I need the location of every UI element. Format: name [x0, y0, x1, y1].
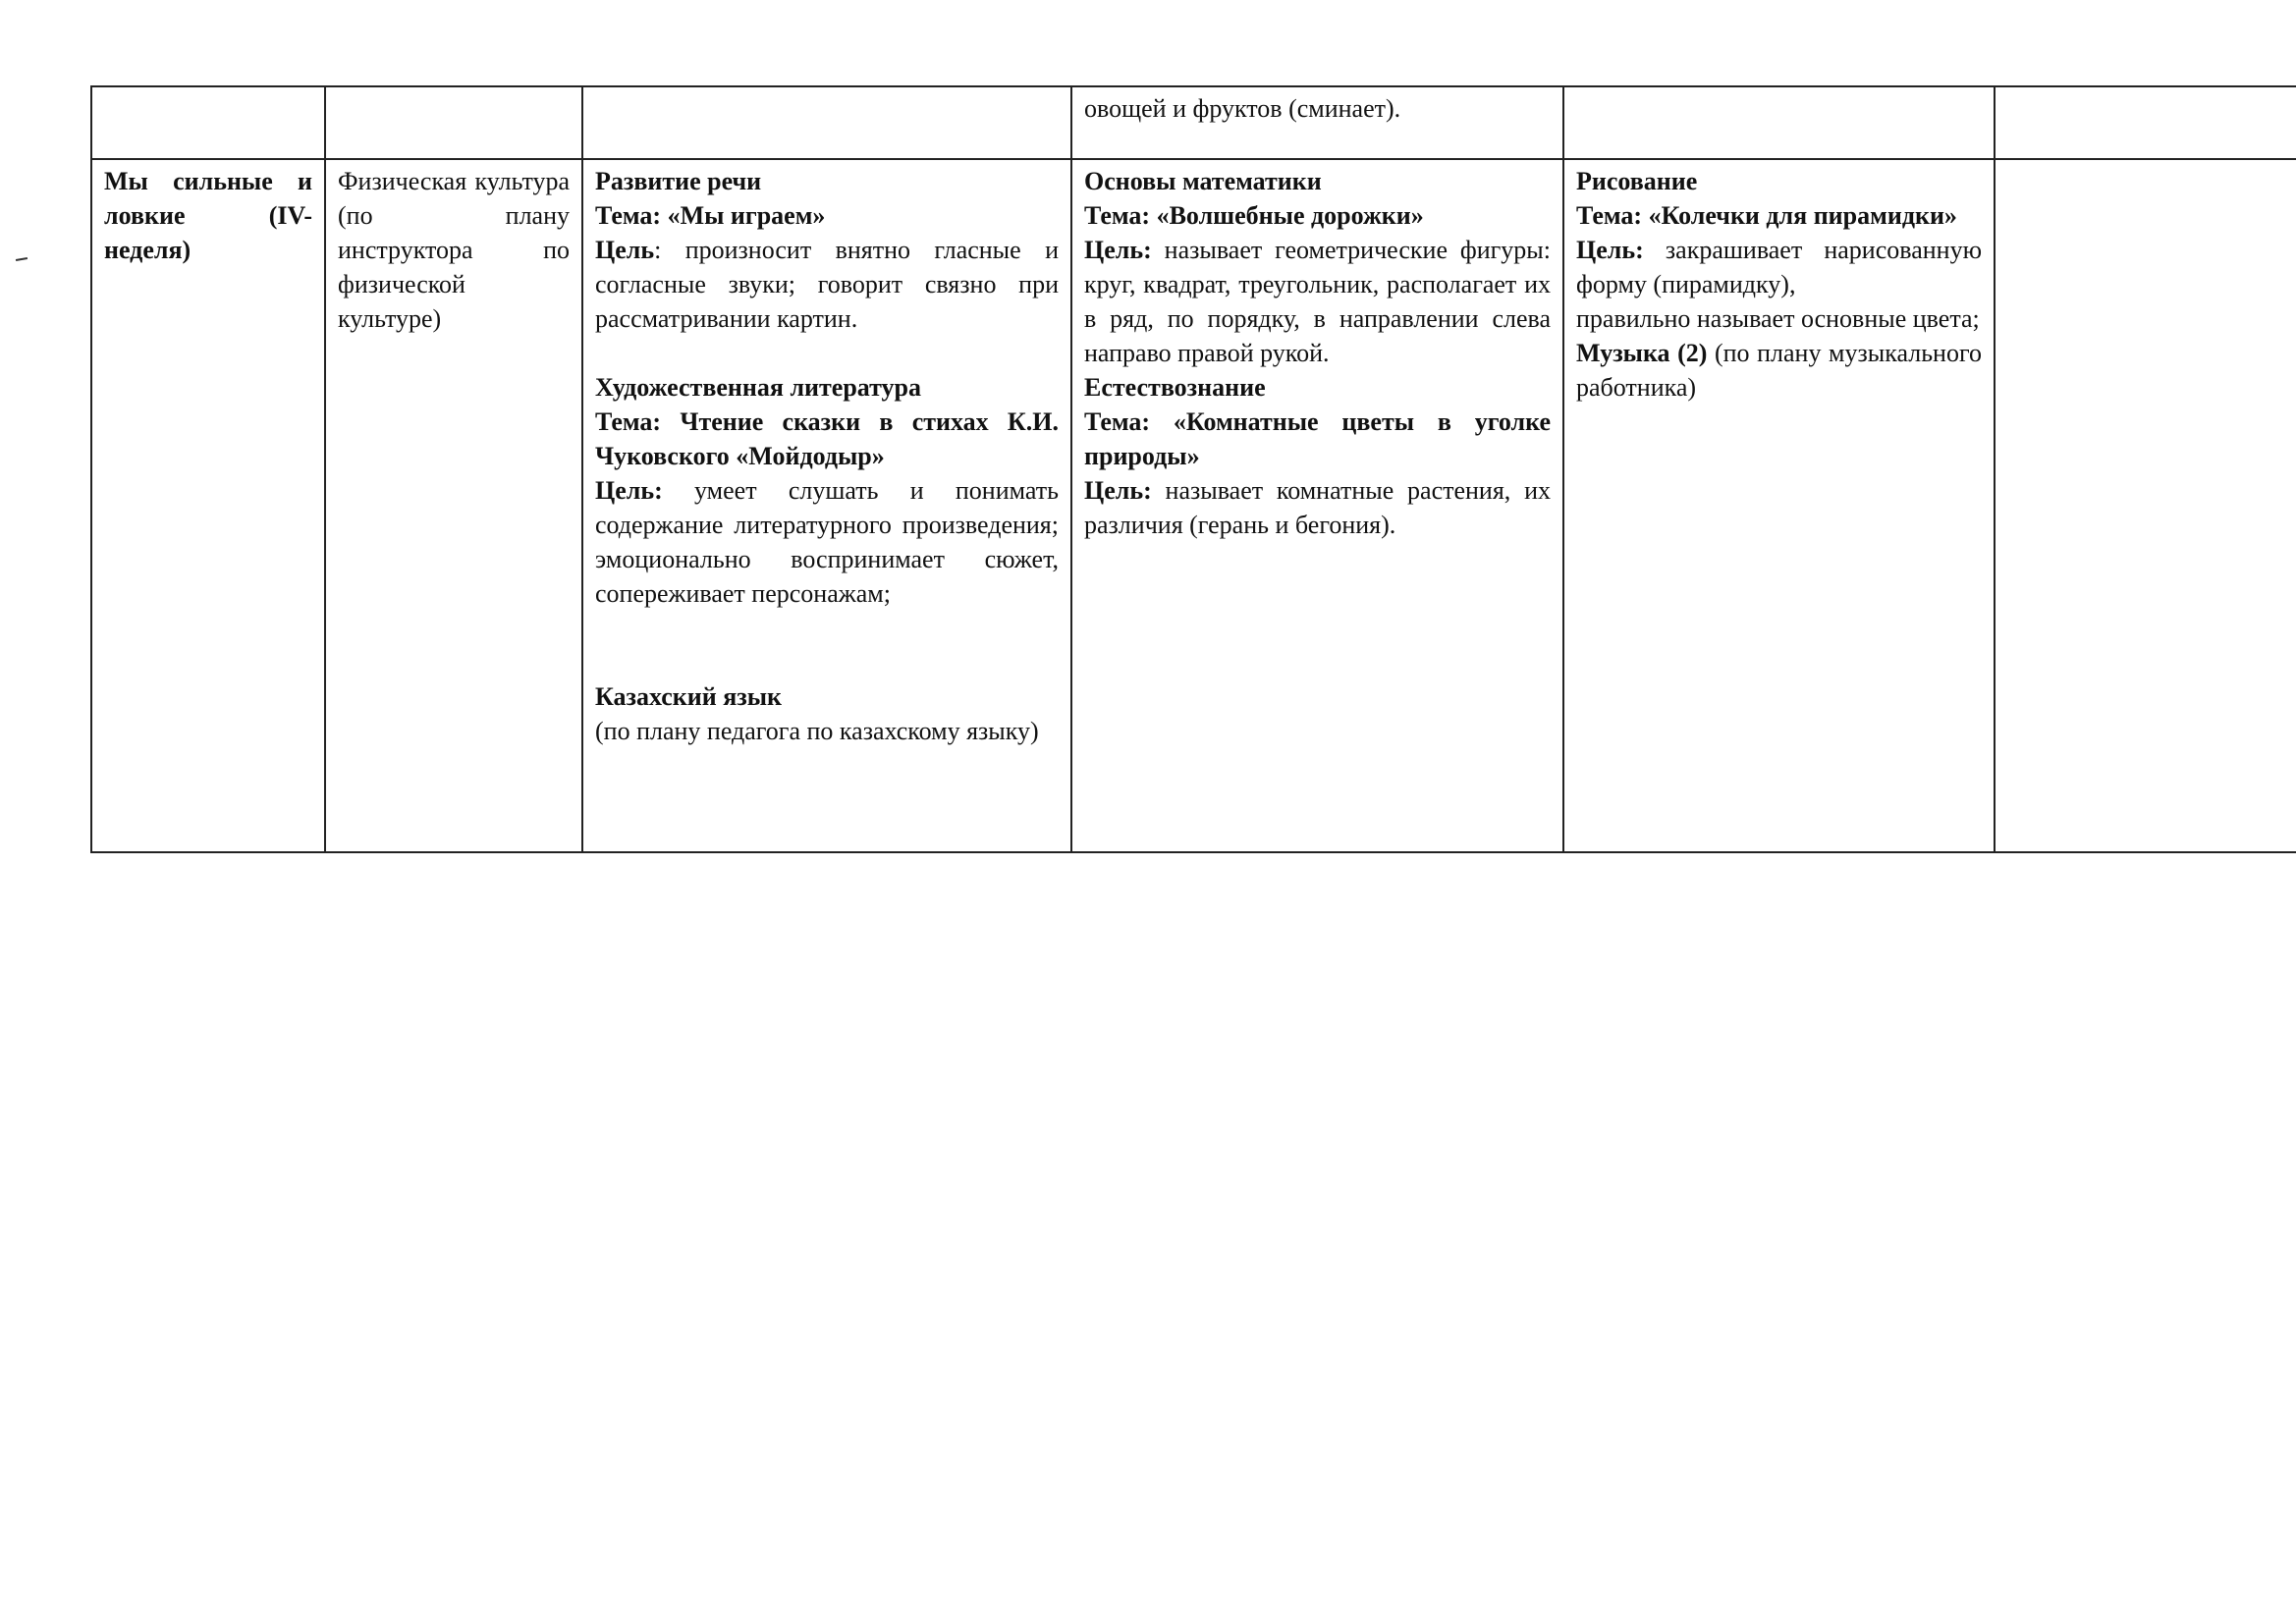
table-cell	[90, 85, 326, 160]
cell-paragraph: Художественная литература	[595, 370, 1059, 405]
bold-text: Мы сильные и ловкие (IV- неделя)	[104, 167, 312, 264]
bold-text: Художественная литература	[595, 373, 921, 402]
text: (по плану музыкального работника)	[1576, 339, 1982, 402]
cell-paragraph: Музыка (2) (по плану музыкального работн…	[1576, 336, 1982, 405]
text: умеет слушать и понимать содержание лите…	[595, 476, 1059, 608]
bold-text: Цель:	[1084, 476, 1152, 505]
text: закрашивает нарисованную форму (пирамидк…	[1576, 236, 1982, 298]
text: называет геометрические фигуры: круг, кв…	[1084, 236, 1551, 367]
cell-paragraph: Тема: «Комнатные цветы в уголке природы»	[1084, 405, 1551, 473]
table-row: овощей и фруктов (сминает).	[90, 85, 2296, 160]
bold-text: Тема: Чтение сказки в стихах К.И. Чуковс…	[595, 407, 1059, 470]
table-cell	[1562, 85, 1995, 160]
bold-text: Тема: «Волшебные дорожки»	[1084, 201, 1424, 230]
cell-paragraph: Развитие речи	[595, 164, 1059, 198]
cell-paragraph: Тема: «Колечки для пирамидки»	[1576, 198, 1982, 233]
table-row: Мы сильные и ловкие (IV- неделя) Физическ…	[90, 158, 2296, 853]
bold-text: Казахский язык	[595, 682, 782, 711]
text: Физическая культура (по плану инструктор…	[338, 167, 570, 333]
bold-text: Тема: «Колечки для пирамидки»	[1576, 201, 1957, 230]
table-cell	[581, 85, 1072, 160]
text: называет комнатные растения, их различия…	[1084, 476, 1551, 539]
bold-text: Основы математики	[1084, 167, 1322, 195]
bold-text: Цель	[595, 236, 655, 264]
bold-text: Тема: «Мы играем»	[595, 201, 826, 230]
bold-text: Цель:	[1576, 236, 1644, 264]
cell-paragraph: Естествознание	[1084, 370, 1551, 405]
cell-paragraph: Цель: произносит внятно гласные и соглас…	[595, 233, 1059, 336]
bold-text: Рисование	[1576, 167, 1698, 195]
table-cell: Основы математики Тема: «Волшебные дорожк…	[1070, 158, 1564, 853]
cell-paragraph: Цель: называет геометрические фигуры: кр…	[1084, 233, 1551, 370]
bold-text: Цель:	[1084, 236, 1152, 264]
bold-text: Музыка (2)	[1576, 339, 1708, 367]
table-cell	[324, 85, 583, 160]
text: правильно называет основные цвета;	[1576, 304, 1980, 333]
cell-paragraph: Тема: Чтение сказки в стихах К.И. Чуковс…	[595, 405, 1059, 473]
table-cell: овощей и фруктов (сминает).	[1070, 85, 1564, 160]
text: (по плану педагога по казахскому языку)	[595, 717, 1039, 745]
cell-paragraph	[595, 645, 1059, 679]
cell-paragraph: Тема: «Мы играем»	[595, 198, 1059, 233]
bold-text: Цель:	[595, 476, 663, 505]
bold-text: Развитие речи	[595, 167, 762, 195]
table-cell: Мы сильные и ловкие (IV- неделя)	[90, 158, 326, 853]
cell-paragraph: Казахский язык	[595, 679, 1059, 714]
cell-paragraph: Мы сильные и ловкие (IV- неделя)	[104, 164, 312, 267]
bold-text: Тема: «Комнатные цветы в уголке природы»	[1084, 407, 1551, 470]
cell-paragraph: правильно называет основные цвета;	[1576, 301, 1982, 336]
cell-paragraph: (по плану педагога по казахскому языку)	[595, 714, 1059, 748]
cell-paragraph: Цель: называет комнатные растения, их ра…	[1084, 473, 1551, 542]
cell-paragraph: Рисование	[1576, 164, 1982, 198]
scan-mark	[15, 256, 28, 262]
cell-paragraph: Тема: «Волшебные дорожки»	[1084, 198, 1551, 233]
table-cell	[1994, 158, 2296, 853]
cell-paragraph: Физическая культура (по плану инструктор…	[338, 164, 570, 336]
text: : произносит внятно гласные и согласные …	[595, 236, 1059, 333]
cell-paragraph: Цель: умеет слушать и понимать содержани…	[595, 473, 1059, 611]
table-cell: Развитие речи Тема: «Мы играем» Цель: прои…	[581, 158, 1072, 853]
plan-table: овощей и фруктов (сминает). Мы сильные и…	[90, 85, 2296, 853]
cell-paragraph: Цель: закрашивает нарисованную форму (пи…	[1576, 233, 1982, 301]
cell-paragraph: Основы математики	[1084, 164, 1551, 198]
table-cell: Физическая культура (по плану инструктор…	[324, 158, 583, 853]
bold-text: Естествознание	[1084, 373, 1266, 402]
cell-paragraph	[595, 336, 1059, 370]
cell-paragraph	[595, 611, 1059, 645]
table-cell	[1994, 85, 2296, 160]
table-cell: Рисование Тема: «Колечки для пирамидки» Це…	[1562, 158, 1995, 853]
